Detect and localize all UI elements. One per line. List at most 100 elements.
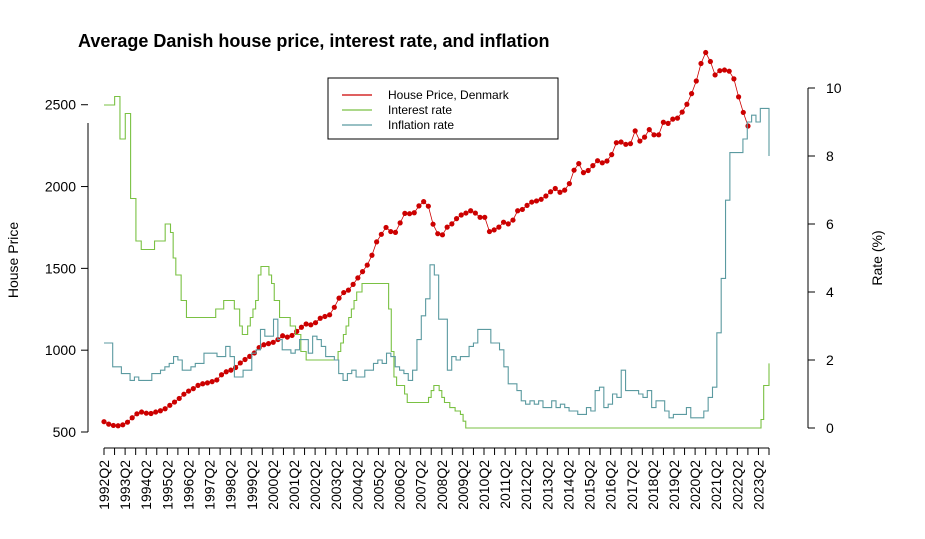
data-point [562,187,568,193]
data-point [670,116,676,122]
data-point [261,342,267,348]
x-tick-label: 2001Q2 [286,460,302,510]
data-point [590,163,596,169]
right-tick-label: 6 [826,216,834,232]
data-point [195,382,201,388]
data-point [674,115,681,121]
data-point [124,419,131,425]
data-point [223,369,229,375]
data-point [228,367,234,373]
data-point [106,421,112,427]
data-point [566,181,572,187]
data-point [120,422,126,428]
data-point [576,161,582,167]
data-point [524,202,530,208]
data-point [209,379,215,385]
series-layer [101,49,770,429]
data-point [378,231,384,237]
data-point [101,419,107,425]
x-tick-label: 2015Q2 [582,460,598,510]
data-point [731,76,737,82]
x-tick-label: 2012Q2 [518,460,534,510]
data-point [265,341,272,347]
x-tick-label: 1994Q2 [138,460,154,510]
data-point [186,388,192,394]
right-axis-ticks: 0 2 4 6 8 10 [808,80,842,436]
data-point [369,252,375,258]
data-point [529,199,535,205]
data-point [171,399,178,405]
data-point [482,214,488,220]
data-point [698,60,704,67]
data-point [656,132,662,138]
x-tick-label: 2021Q2 [708,460,724,510]
left-tick-label: 1500 [45,260,76,276]
data-point [392,229,399,235]
data-point [646,127,652,133]
x-tick-label: 2009Q2 [455,460,471,510]
data-point [129,415,135,421]
data-point [712,72,718,78]
x-tick-label: 2020Q2 [687,460,703,510]
data-point [552,185,558,192]
data-point [505,221,511,227]
x-tick-label: 1999Q2 [244,460,260,510]
data-point [289,332,295,339]
data-point [190,386,196,392]
right-tick-label: 4 [826,284,834,300]
data-point [510,217,516,223]
data-point [242,356,248,363]
data-point [200,381,206,387]
data-point [627,141,634,147]
x-tick-label: 2004Q2 [349,460,365,510]
x-tick-label: 1997Q2 [202,460,218,510]
data-point [703,49,709,56]
data-point [247,353,253,359]
data-point [665,120,671,126]
data-point [153,409,159,415]
x-tick-label: 1996Q2 [180,460,196,510]
data-point [308,322,314,328]
data-point [317,315,323,321]
data-point [538,196,544,202]
data-point [294,328,300,334]
data-point [350,281,356,287]
data-point [740,109,746,116]
data-point [604,158,610,164]
x-tick-label: 2018Q2 [645,460,661,510]
x-tick-label: 2000Q2 [265,460,281,510]
chart-title: Average Danish house price, interest rat… [78,31,549,51]
data-point [327,312,333,318]
data-point [388,228,394,235]
x-tick-label: 2019Q2 [666,460,682,510]
data-point [693,78,699,84]
data-point [618,139,624,145]
data-point [303,321,309,327]
data-point [632,128,638,134]
left-axis-ticks: 500 1000 1500 2000 2500 [45,97,88,440]
data-point [726,68,732,74]
x-tick-label: 2005Q2 [370,460,386,510]
legend-box [327,77,559,140]
data-point [359,269,366,275]
data-point [660,119,666,125]
data-point [449,221,455,227]
data-point [181,391,187,397]
x-tick-label: 1995Q2 [159,460,175,510]
data-point [280,333,286,339]
data-point [402,210,408,216]
x-tick-label: 2014Q2 [560,460,576,510]
data-point [533,198,540,204]
data-point [139,409,145,415]
data-point [143,410,149,416]
data-point [496,224,502,230]
data-point [651,132,657,138]
x-tick-label: 1998Q2 [223,460,239,510]
data-point [717,68,723,74]
x-tick-label: 2008Q2 [434,460,450,510]
data-point [176,395,182,402]
data-point [167,402,173,408]
data-point [500,219,507,225]
right-tick-label: 0 [826,420,834,436]
